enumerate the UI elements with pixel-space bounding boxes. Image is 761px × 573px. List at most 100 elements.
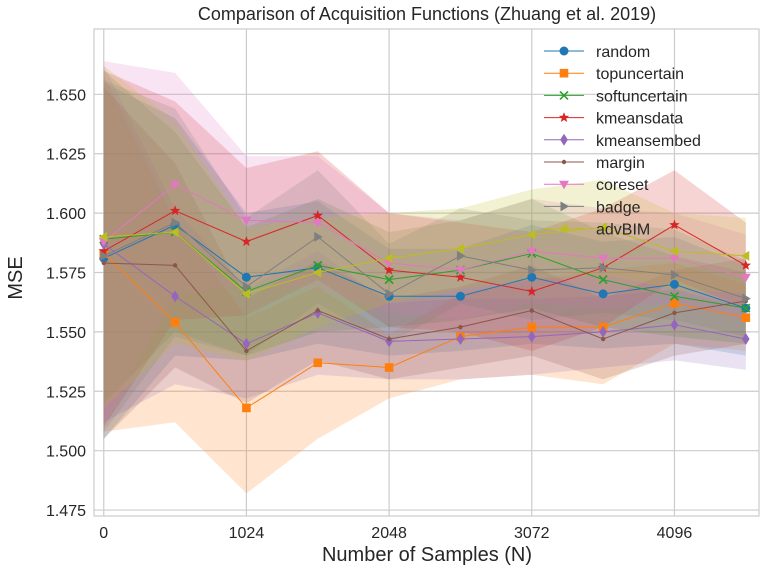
y-tick-label: 1.525 bbox=[46, 384, 86, 401]
point-topuncertain bbox=[313, 358, 323, 368]
band-random bbox=[103, 82, 746, 439]
point-coreset bbox=[559, 180, 569, 190]
point-topuncertain bbox=[670, 299, 679, 308]
point-random bbox=[527, 272, 537, 282]
point-kmeansdata bbox=[526, 286, 537, 296]
y-tick-label: 1.650 bbox=[46, 87, 86, 104]
legend-label: kmeansembed bbox=[596, 133, 701, 150]
y-tick-label: 1.500 bbox=[46, 444, 86, 461]
point-badge bbox=[528, 265, 537, 276]
point-advBIM bbox=[740, 250, 750, 261]
legend-label: kmeansdata bbox=[596, 111, 683, 128]
point-kmeansembed bbox=[527, 330, 536, 343]
point-random bbox=[455, 291, 465, 301]
point-topuncertain bbox=[527, 322, 537, 332]
line-margin bbox=[103, 262, 746, 352]
series-topuncertain bbox=[99, 249, 751, 413]
line-advBIM bbox=[103, 226, 746, 295]
plot-area: 0 1024 2048 3072 4096 1.475 1.500 1.525 1.550 1.5… bbox=[46, 28, 760, 542]
series-coreset bbox=[98, 181, 751, 283]
point-kmeansdata bbox=[558, 112, 570, 122]
point-kmeansembed bbox=[456, 333, 465, 346]
point-badge bbox=[314, 231, 323, 242]
point-advBIM bbox=[455, 243, 464, 254]
point-kmeansembed bbox=[599, 325, 607, 338]
point-margin bbox=[315, 308, 320, 313]
point-badge bbox=[670, 269, 680, 280]
point-kmeansdata bbox=[241, 236, 252, 247]
y-tick-label: 1.625 bbox=[46, 147, 86, 164]
y-tick-label: 1.600 bbox=[46, 206, 86, 223]
legend-item: kmeansdata bbox=[544, 111, 683, 128]
point-margin bbox=[672, 310, 677, 316]
x-tick-label: 0 bbox=[99, 525, 108, 542]
point-random bbox=[598, 289, 608, 299]
band-coreset bbox=[103, 61, 746, 423]
point-badge bbox=[742, 293, 751, 304]
x-tick-label: 1024 bbox=[229, 525, 265, 542]
point-margin bbox=[600, 336, 606, 342]
y-tick-label: 1.550 bbox=[46, 325, 86, 342]
point-kmeansembed bbox=[171, 290, 179, 303]
series-margin bbox=[101, 260, 748, 354]
point-kmeansdata bbox=[383, 264, 395, 275]
point-random bbox=[559, 46, 569, 56]
point-kmeansembed bbox=[741, 333, 750, 346]
line-coreset bbox=[103, 184, 746, 278]
point-kmeansdata bbox=[455, 271, 466, 282]
point-kmeansembed bbox=[242, 337, 251, 350]
point-advBIM bbox=[559, 223, 568, 234]
point-margin bbox=[101, 260, 106, 266]
point-margin bbox=[386, 336, 392, 342]
point-coreset bbox=[241, 216, 252, 226]
point-random bbox=[669, 279, 679, 289]
point-advBIM bbox=[526, 229, 536, 240]
point-badge bbox=[599, 262, 609, 273]
y-tick-label: 1.575 bbox=[46, 266, 86, 283]
point-topuncertain bbox=[559, 68, 569, 78]
legend-item: softuncertain bbox=[544, 88, 688, 105]
point-kmeansdata bbox=[740, 259, 751, 270]
point-margin bbox=[458, 324, 463, 330]
band-topuncertain bbox=[103, 75, 746, 494]
series-advBIM bbox=[98, 222, 750, 299]
legend-item: margin bbox=[544, 155, 645, 172]
point-advBIM bbox=[98, 231, 108, 242]
point-coreset bbox=[526, 247, 537, 257]
point-coreset bbox=[455, 266, 466, 276]
series-kmeansdata bbox=[98, 205, 751, 296]
legend-label: topuncertain bbox=[596, 66, 684, 83]
legend-label: badge bbox=[596, 199, 641, 216]
point-margin bbox=[561, 159, 567, 165]
legend-label: margin bbox=[596, 155, 645, 172]
point-advBIM bbox=[170, 227, 179, 238]
point-badge bbox=[100, 250, 109, 261]
x-tick-label: 3072 bbox=[514, 525, 550, 542]
point-kmeansdata bbox=[98, 245, 109, 256]
point-softuncertain bbox=[384, 275, 394, 285]
legend-item: coreset bbox=[544, 177, 649, 194]
legend-item: random bbox=[544, 44, 650, 61]
legend-label: coreset bbox=[596, 177, 649, 194]
line-kmeansdata bbox=[103, 210, 747, 293]
legend-item: badge bbox=[544, 199, 641, 216]
legend-item: topuncertain bbox=[544, 66, 684, 83]
x-tick-label: 2048 bbox=[371, 525, 407, 542]
point-kmeansdata bbox=[169, 205, 181, 216]
point-margin bbox=[244, 348, 249, 354]
point-badge bbox=[385, 288, 395, 299]
band-advBIM bbox=[103, 65, 746, 408]
point-topuncertain bbox=[384, 363, 394, 372]
point-margin bbox=[529, 308, 534, 313]
point-coreset bbox=[312, 219, 323, 228]
y-axis-label: MSE bbox=[5, 256, 27, 299]
point-badge bbox=[242, 281, 252, 292]
point-kmeansdata bbox=[669, 219, 680, 230]
chart-title: Comparison of Acquisition Functions (Zhu… bbox=[198, 4, 656, 24]
legend-label: softuncertain bbox=[596, 88, 688, 105]
legend-label: advBIM bbox=[596, 222, 650, 239]
y-tick-label: 1.475 bbox=[46, 503, 86, 520]
band-kmeansdata bbox=[103, 70, 746, 427]
point-coreset bbox=[598, 254, 609, 264]
legend: random topuncertain softuncertain kmeansdat… bbox=[544, 44, 701, 239]
